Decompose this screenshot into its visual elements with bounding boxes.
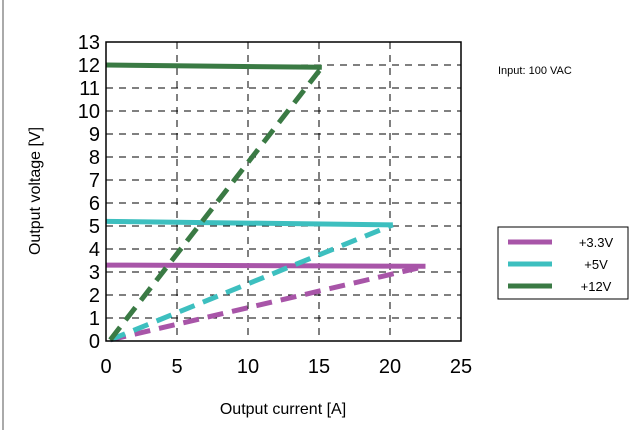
series-line-33v-regulation <box>105 262 426 269</box>
legend-label-5v: +5V <box>584 257 608 272</box>
y-tick-label: 8 <box>89 147 100 169</box>
x-tick-label: 5 <box>171 356 182 378</box>
legend-label-33v: +3.3V <box>579 235 614 250</box>
x-tick-label: 10 <box>237 356 259 378</box>
series-line-12v-foldback <box>108 65 324 342</box>
y-tick-label: 6 <box>89 193 100 215</box>
y-tick-label: 9 <box>89 124 100 146</box>
y-tick-label: 0 <box>89 331 100 353</box>
legend: +3.3V +5V +12V <box>497 226 629 300</box>
series-lines <box>105 62 427 343</box>
y-tick-label: 11 <box>79 78 100 100</box>
plot-frame <box>105 41 462 342</box>
x-tick-label: 0 <box>100 356 111 378</box>
y-axis-label: Output voltage [V] <box>27 127 44 255</box>
y-tick-label: 2 <box>89 285 100 307</box>
y-tick-label: 12 <box>78 55 100 77</box>
input-annotation: Input: 100 VAC <box>498 65 572 77</box>
x-axis-label: Output current [A] <box>220 401 346 418</box>
y-tick-label: 1 <box>89 308 100 330</box>
series-line-5v-regulation <box>105 218 393 228</box>
x-tick-label: 25 <box>450 356 472 378</box>
legend-label-12v: +12V <box>581 279 612 294</box>
x-tick-label: 15 <box>308 356 330 378</box>
series-line-5v-foldback <box>109 222 394 343</box>
y-tick-label: 7 <box>89 170 100 192</box>
y-tick-label: 10 <box>78 101 100 123</box>
y-tick-label: 5 <box>89 216 100 238</box>
y-tick-label: 13 <box>78 32 100 54</box>
y-tick-label: 3 <box>89 262 100 284</box>
x-tick-label: 20 <box>379 356 401 378</box>
y-tick-label: 4 <box>89 239 100 261</box>
series-line-33v-foldback <box>109 263 427 343</box>
series-line-12v-regulation <box>105 62 322 70</box>
